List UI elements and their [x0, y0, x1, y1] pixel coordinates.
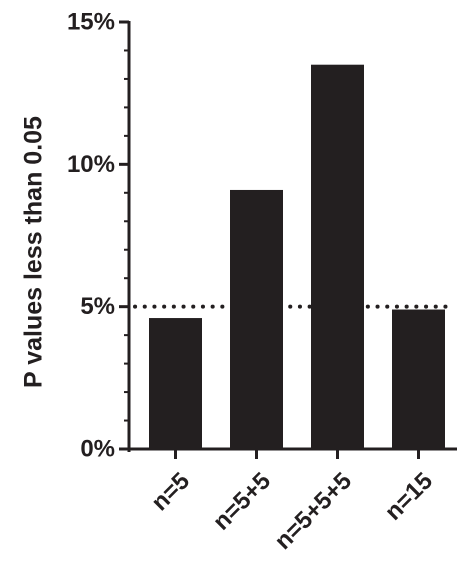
axis-layer — [119, 20, 457, 459]
bars-layer — [149, 64, 445, 449]
bar-n=5 — [149, 318, 202, 449]
bar-n=5+5 — [230, 189, 283, 449]
bar-n=15 — [392, 309, 445, 449]
y-tick-label: 0% — [80, 436, 115, 463]
x-tick-label: n=5+5 — [208, 467, 276, 535]
bar-n=5+5+5 — [311, 64, 364, 449]
y-axis-title: P values less than 0.05 — [20, 116, 48, 388]
x-tick-label: n=5+5+5 — [270, 467, 358, 555]
y-tick-label: 10% — [67, 151, 115, 178]
x-tick-label: n=15 — [380, 467, 438, 525]
x-tick-label: n=5 — [146, 467, 195, 516]
y-tick-label: 5% — [80, 293, 115, 320]
y-tick-label: 15% — [67, 9, 115, 36]
